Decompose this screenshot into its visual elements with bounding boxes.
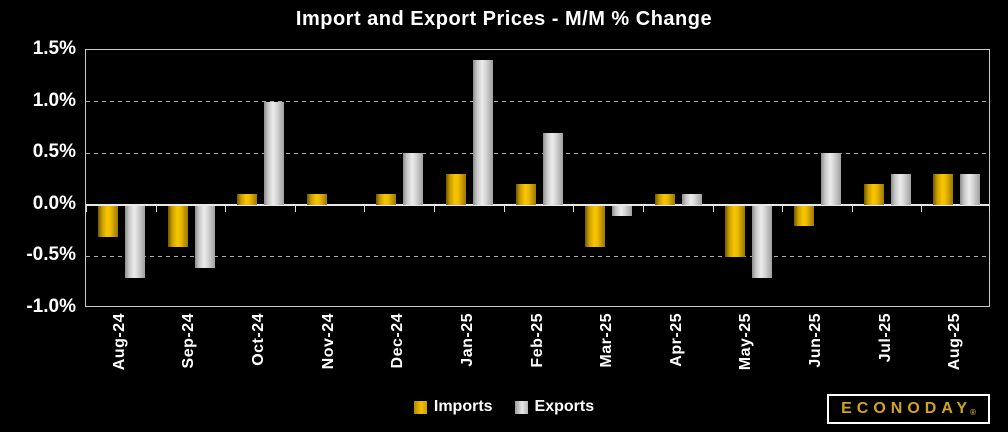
bar-exports-Mar-25 <box>612 205 633 217</box>
x-axis-label-text: Sep-24 <box>180 313 198 369</box>
x-axis-label-Aug-25: Aug-25 <box>943 313 967 395</box>
x-axis-label-Feb-25: Feb-25 <box>526 313 550 395</box>
x-axis-label-Apr-25: Apr-25 <box>665 313 689 395</box>
category-axis-tick <box>294 205 296 212</box>
x-axis-label-Jun-25: Jun-25 <box>804 313 828 395</box>
x-axis-label-Oct-24: Oct-24 <box>247 313 271 395</box>
x-axis-label-Sep-24: Sep-24 <box>177 313 201 395</box>
bar-exports-Apr-25 <box>681 194 702 205</box>
exports-swatch-icon <box>514 400 528 414</box>
y-axis-label--1.0%: -1.0% <box>26 296 76 317</box>
bar-imports-Dec-24 <box>376 194 397 205</box>
category-axis-tick <box>155 205 157 212</box>
bar-imports-Apr-25 <box>654 194 675 205</box>
bar-exports-Sep-24 <box>194 205 215 268</box>
category-axis-tick <box>851 205 853 212</box>
x-axis-label-May-25: May-25 <box>734 313 758 395</box>
bar-imports-Jun-25 <box>794 205 815 227</box>
x-axis-label-Aug-24: Aug-24 <box>108 313 132 395</box>
bar-imports-May-25 <box>724 205 745 258</box>
bar-exports-May-25 <box>751 205 772 279</box>
legend: Imports Exports <box>0 398 1008 416</box>
bar-imports-Jan-25 <box>446 173 467 205</box>
x-axis-label-Nov-24: Nov-24 <box>317 313 341 395</box>
econoday-logo-text: ECONODAY <box>841 400 973 417</box>
category-axis-tick <box>712 205 714 212</box>
legend-exports-label: Exports <box>534 398 595 415</box>
x-axis-label-Dec-24: Dec-24 <box>386 313 410 395</box>
bar-exports-Oct-24 <box>264 101 285 205</box>
bar-imports-Oct-24 <box>237 194 258 205</box>
x-axis-label-text: Jul-25 <box>876 313 894 363</box>
x-axis-label-text: Jan-25 <box>458 313 476 367</box>
category-axis-tick <box>503 205 505 212</box>
category-axis-tick <box>642 205 644 212</box>
bar-exports-Aug-25 <box>960 173 981 205</box>
x-axis-label-text: Mar-25 <box>598 313 616 368</box>
legend-imports-label: Imports <box>433 398 493 415</box>
bar-imports-Sep-24 <box>167 205 188 248</box>
x-axis-label-Jul-25: Jul-25 <box>874 313 898 395</box>
x-axis-label-text: Nov-24 <box>319 313 337 370</box>
x-axis-label-text: Dec-24 <box>389 313 407 369</box>
bar-imports-Aug-25 <box>933 173 954 205</box>
x-axis-label-text: Jun-25 <box>806 313 824 368</box>
category-axis-tick <box>782 205 784 212</box>
bar-imports-Feb-25 <box>515 184 536 205</box>
bar-exports-Aug-24 <box>125 205 145 279</box>
bar-imports-Aug-24 <box>98 205 118 237</box>
x-axis-label-text: Feb-25 <box>528 313 546 368</box>
y-axis-label-1.0%: 1.0% <box>32 89 76 111</box>
y-axis-label-1.5%: 1.5% <box>32 38 76 59</box>
category-axis-tick <box>364 205 366 212</box>
bar-exports-Dec-24 <box>403 153 424 205</box>
bar-imports-Nov-24 <box>306 194 327 205</box>
bar-exports-Feb-25 <box>542 132 563 205</box>
category-axis-tick <box>86 205 87 212</box>
category-axis-tick <box>225 205 227 212</box>
x-axis-label-text: Oct-24 <box>250 313 268 366</box>
gridline-1 <box>86 101 989 103</box>
chart-title: Import and Export Prices - M/M % Change <box>295 8 713 30</box>
bar-exports-Jan-25 <box>473 60 494 205</box>
y-axis-label-0.5%: 0.5% <box>32 141 76 163</box>
gridline--0.5 <box>86 255 989 257</box>
zero-axis-line <box>86 203 989 206</box>
x-axis-label-text: Apr-25 <box>667 313 685 367</box>
econoday-logo: ECONODAY ® <box>827 394 990 424</box>
gridline-0.5 <box>86 152 989 154</box>
legend-item-imports: Imports <box>413 398 493 416</box>
x-axis-label-text: Aug-25 <box>946 313 964 371</box>
legend-item-exports: Exports <box>514 398 595 416</box>
category-axis-tick <box>573 205 575 212</box>
bar-imports-Jul-25 <box>863 184 884 205</box>
bar-exports-Jun-25 <box>821 153 842 205</box>
y-axis-label-0.0%: 0.0% <box>32 192 76 214</box>
x-axis-label-text: May-25 <box>737 313 755 371</box>
x-axis-label-Mar-25: Mar-25 <box>595 313 619 395</box>
bar-imports-Mar-25 <box>585 205 606 248</box>
plot-area <box>85 49 990 307</box>
imports-swatch-icon <box>413 400 427 414</box>
y-axis-label--0.5%: -0.5% <box>26 244 76 266</box>
x-axis-label-Jan-25: Jan-25 <box>456 313 480 395</box>
category-axis-tick <box>989 205 990 212</box>
registered-trademark-icon: ® <box>970 408 976 417</box>
category-axis-tick <box>921 205 923 212</box>
x-axis-label-text: Aug-24 <box>110 313 128 371</box>
bar-exports-Jul-25 <box>890 173 911 205</box>
category-axis-tick <box>434 205 436 212</box>
